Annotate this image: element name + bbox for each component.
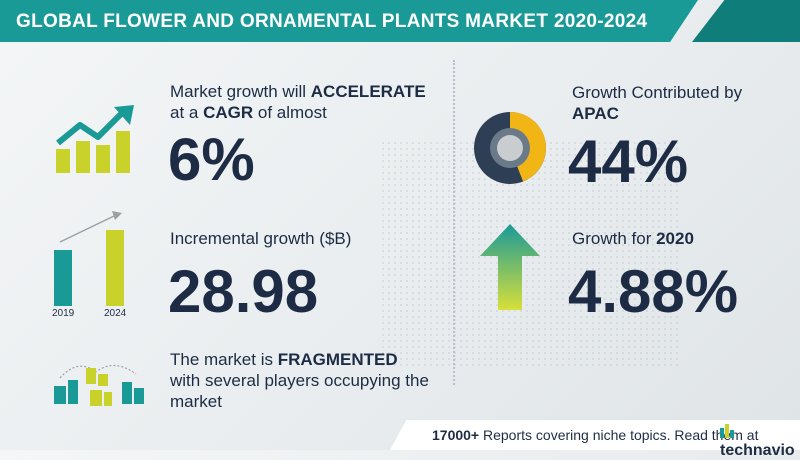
header-banner <box>0 0 698 42</box>
growth2020-year: 2020 <box>656 229 694 248</box>
technavio-link[interactable]: technavio <box>720 424 800 460</box>
footer-text: 17000+ Reports covering niche topics. Re… <box>432 427 758 443</box>
bar-growth-icon <box>54 211 124 306</box>
cagr-label-line2: at a <box>170 103 204 122</box>
cagr-value: 6% <box>168 126 255 193</box>
page-title: GLOBAL FLOWER AND ORNAMENTAL PLANTS MARK… <box>16 11 648 32</box>
year-start-label: 2019 <box>52 308 75 319</box>
cagr-accelerate: ACCELERATE <box>310 82 426 101</box>
fragmented-buildings-icon <box>54 364 144 406</box>
growth2020-value: 4.88% <box>568 258 739 325</box>
trend-up-chart-icon <box>56 105 134 173</box>
cagr-label: Market growth will ACCELERATE at a CAGR … <box>170 81 426 123</box>
cagr-label-line1: Market growth will <box>170 82 311 101</box>
section-divider <box>453 60 455 385</box>
growth2020-label: Growth for 2020 <box>572 228 694 249</box>
apac-share-arc <box>474 112 546 184</box>
footer-caption: Reports covering niche topics. Read them… <box>479 427 759 443</box>
apac-label-line1: Growth Contributed by <box>572 83 743 102</box>
fragmented-label: The market is FRAGMENTED with several pl… <box>170 349 429 412</box>
apac-label: Growth Contributed by APAC <box>572 82 742 124</box>
up-arrow-icon <box>480 224 540 310</box>
fragmented-line3: market <box>170 392 222 411</box>
growth2020-label-text: Growth for <box>572 229 657 248</box>
apac-value: 44% <box>568 128 689 195</box>
cagr-label-line2-end: of almost <box>253 103 327 122</box>
technavio-logo-icon <box>720 424 734 438</box>
technavio-brand: technavio <box>720 442 795 459</box>
incremental-label: Incremental growth ($B) <box>170 229 352 248</box>
year-end-label: 2024 <box>104 308 127 319</box>
apac-region: APAC <box>572 104 619 123</box>
fragmented-line1: The market is <box>170 350 278 369</box>
header-corner <box>692 0 800 42</box>
donut-chart-icon <box>474 112 546 184</box>
footer-count: 17000+ <box>432 427 480 443</box>
fragmented-keyword: FRAGMENTED <box>277 350 398 369</box>
fragmented-line2: with several players occupying the <box>170 371 429 390</box>
cagr-keyword: CAGR <box>203 103 254 122</box>
incremental-value: 28.98 <box>168 258 319 325</box>
